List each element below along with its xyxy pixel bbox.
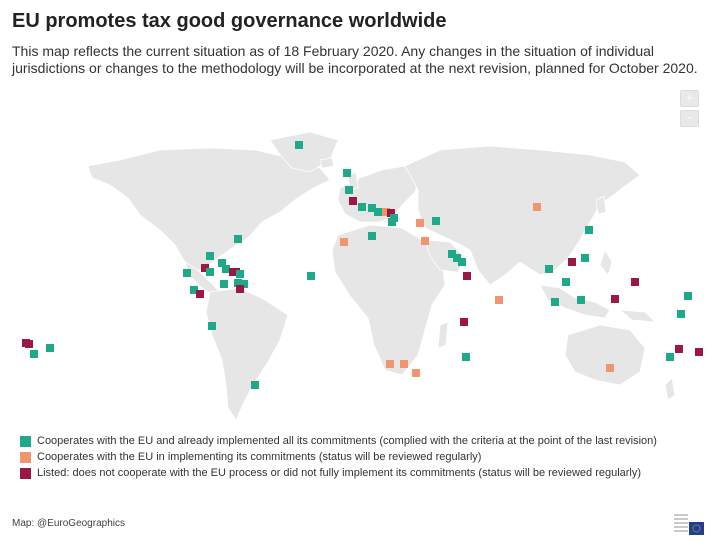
jurisdiction-marker-listed[interactable]: [695, 348, 703, 356]
jurisdiction-marker-listed[interactable]: [196, 290, 204, 298]
jurisdiction-marker-cooperating[interactable]: [183, 269, 191, 277]
new-guinea-land: [618, 309, 657, 323]
jurisdiction-marker-listed[interactable]: [675, 345, 683, 353]
jurisdiction-marker-cooperating[interactable]: [234, 235, 242, 243]
legend-item-in-progress: Cooperates with the EU in implementing i…: [20, 449, 657, 465]
asia-land: [404, 145, 641, 286]
jurisdiction-marker-listed[interactable]: [25, 340, 33, 348]
jurisdiction-marker-in-progress[interactable]: [386, 360, 394, 368]
africa-land: [331, 224, 446, 376]
legend-label-listed: Listed: does not cooperate with the EU p…: [37, 467, 642, 479]
zoom-in-button[interactable]: +: [680, 90, 699, 107]
madagascar-land: [437, 321, 449, 349]
jurisdiction-marker-cooperating[interactable]: [30, 350, 38, 358]
jurisdiction-marker-cooperating[interactable]: [577, 296, 585, 304]
jurisdiction-marker-cooperating[interactable]: [307, 272, 315, 280]
jurisdiction-marker-cooperating[interactable]: [295, 141, 303, 149]
jurisdiction-marker-listed[interactable]: [236, 285, 244, 293]
southeast-asia-land: [539, 284, 611, 319]
legend-swatch-cooperating: [20, 435, 31, 447]
jurisdiction-marker-in-progress[interactable]: [412, 369, 420, 377]
arabia-land: [424, 239, 466, 273]
jurisdiction-marker-cooperating[interactable]: [374, 208, 382, 216]
jurisdiction-marker-cooperating[interactable]: [368, 232, 376, 240]
jurisdiction-marker-cooperating[interactable]: [448, 250, 456, 258]
jurisdiction-marker-cooperating[interactable]: [208, 322, 216, 330]
jurisdiction-marker-cooperating[interactable]: [368, 204, 376, 212]
zoom-out-button[interactable]: -: [680, 110, 699, 127]
jurisdiction-marker-cooperating[interactable]: [551, 298, 559, 306]
jurisdiction-marker-cooperating[interactable]: [458, 258, 466, 266]
jurisdiction-marker-in-progress[interactable]: [533, 203, 541, 211]
jurisdiction-marker-in-progress[interactable]: [495, 296, 503, 304]
eu-council-logo-icon: [672, 510, 706, 538]
jurisdiction-marker-cooperating[interactable]: [222, 265, 230, 273]
jurisdiction-marker-cooperating[interactable]: [218, 259, 226, 267]
jurisdiction-marker-cooperating[interactable]: [236, 270, 244, 278]
iceland-land: [319, 157, 335, 169]
jurisdiction-marker-in-progress[interactable]: [421, 237, 429, 245]
jurisdiction-marker-cooperating[interactable]: [345, 186, 353, 194]
jurisdiction-marker-cooperating[interactable]: [462, 353, 470, 361]
jurisdiction-marker-cooperating[interactable]: [453, 254, 461, 262]
jurisdiction-marker-cooperating[interactable]: [581, 254, 589, 262]
jurisdiction-marker-cooperating[interactable]: [432, 217, 440, 225]
map-title: EU promotes tax good governance worldwid…: [12, 10, 447, 32]
land-masses: [87, 131, 676, 421]
jurisdiction-marker-listed[interactable]: [611, 295, 619, 303]
jurisdiction-marker-listed[interactable]: [631, 278, 639, 286]
south-america-land: [205, 287, 289, 421]
jurisdiction-marker-cooperating[interactable]: [545, 265, 553, 273]
jurisdiction-marker-in-progress[interactable]: [340, 238, 348, 246]
jurisdiction-marker-listed[interactable]: [201, 264, 209, 272]
australia-land: [564, 324, 646, 386]
legend: Cooperates with the EU and already imple…: [20, 433, 657, 481]
jurisdiction-marker-cooperating[interactable]: [388, 218, 396, 226]
jurisdiction-marker-listed[interactable]: [349, 197, 357, 205]
jurisdiction-marker-cooperating[interactable]: [343, 169, 351, 177]
jurisdiction-marker-cooperating[interactable]: [190, 286, 198, 294]
jurisdiction-marker-in-progress[interactable]: [382, 208, 390, 216]
jurisdiction-marker-cooperating[interactable]: [206, 252, 214, 260]
legend-item-cooperating: Cooperates with the EU and already imple…: [20, 433, 657, 449]
jurisdiction-marker-listed[interactable]: [387, 209, 395, 217]
jurisdiction-marker-cooperating[interactable]: [585, 226, 593, 234]
jurisdiction-marker-listed[interactable]: [460, 318, 468, 326]
jurisdiction-marker-cooperating[interactable]: [684, 292, 692, 300]
jurisdiction-marker-in-progress[interactable]: [606, 364, 614, 372]
map-credit: Map: @EuroGeographics: [12, 518, 125, 529]
jurisdiction-marker-cooperating[interactable]: [358, 203, 366, 211]
philippines-land: [599, 249, 613, 276]
jurisdiction-marker-cooperating[interactable]: [46, 344, 54, 352]
map-subtitle: This map reflects the current situation …: [12, 43, 698, 76]
jurisdiction-marker-in-progress[interactable]: [416, 219, 424, 227]
jurisdiction-marker-in-progress[interactable]: [400, 360, 408, 368]
legend-label-in-progress: Cooperates with the EU in implementing i…: [37, 451, 482, 463]
legend-item-listed: Listed: does not cooperate with the EU p…: [20, 465, 657, 481]
jurisdiction-marker-cooperating[interactable]: [234, 279, 242, 287]
jurisdiction-marker-cooperating[interactable]: [206, 268, 214, 276]
jurisdiction-marker-cooperating[interactable]: [251, 381, 259, 389]
legend-label-cooperating: Cooperates with the EU and already imple…: [37, 435, 657, 447]
legend-swatch-listed: [20, 467, 31, 479]
world-map[interactable]: [0, 0, 717, 430]
jurisdiction-marker-cooperating[interactable]: [240, 280, 248, 288]
japan-land: [595, 195, 607, 215]
jurisdiction-marker-cooperating[interactable]: [677, 310, 685, 318]
jurisdiction-marker-cooperating[interactable]: [562, 278, 570, 286]
jurisdiction-markers: [22, 141, 703, 389]
jurisdiction-marker-listed[interactable]: [568, 258, 576, 266]
jurisdiction-marker-cooperating[interactable]: [220, 280, 228, 288]
new-zealand-land: [664, 377, 676, 401]
jurisdiction-marker-listed[interactable]: [463, 272, 471, 280]
legend-swatch-in-progress: [20, 451, 31, 463]
jurisdiction-marker-cooperating[interactable]: [666, 353, 674, 361]
